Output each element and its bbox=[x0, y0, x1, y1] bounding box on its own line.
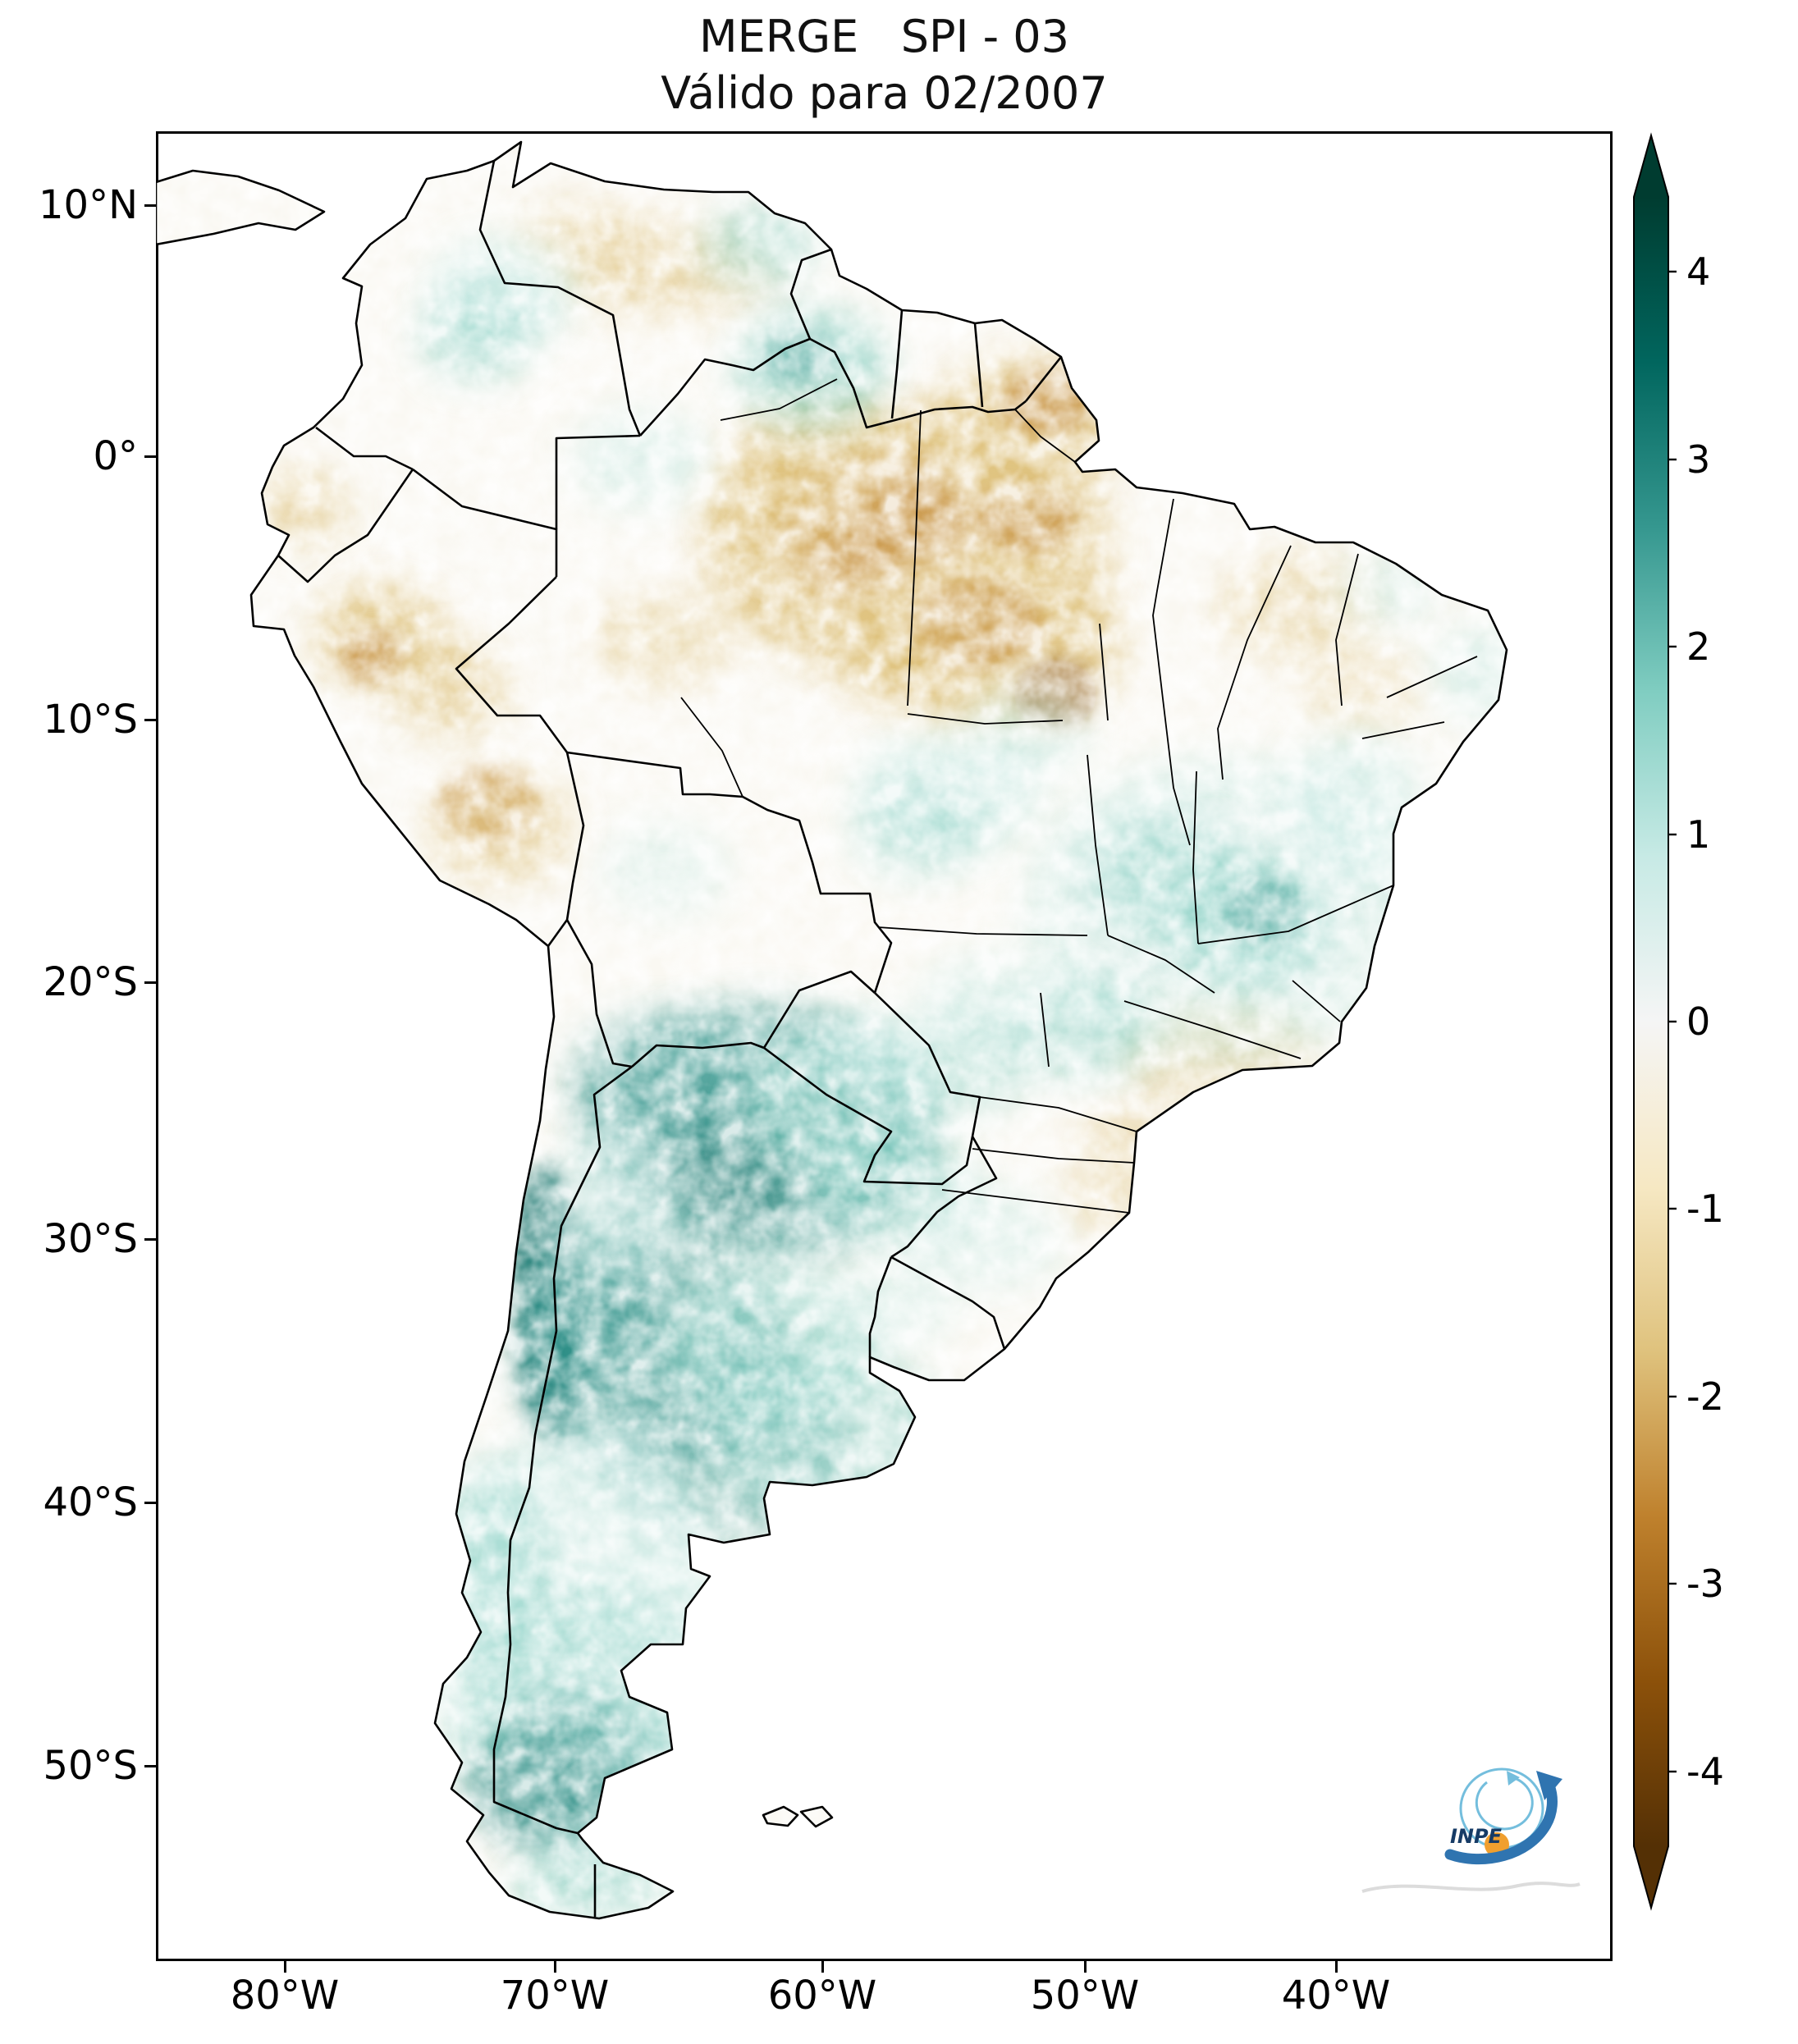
logo-inner-swirl bbox=[1475, 1776, 1534, 1831]
logo-text: INPE bbox=[1450, 1825, 1503, 1848]
cbtick-3: 3 bbox=[1686, 437, 1710, 482]
cbtick-4: 4 bbox=[1686, 249, 1710, 294]
colorbar-extend-bottom bbox=[1634, 1846, 1668, 1908]
ytickmark bbox=[144, 1765, 156, 1767]
ytick-0: 0° bbox=[93, 433, 138, 479]
xtick-60w: 60°W bbox=[767, 1973, 877, 2019]
xtickmark bbox=[821, 1961, 824, 1973]
xtickmark bbox=[1084, 1961, 1087, 1973]
ytick-20s: 20°S bbox=[43, 959, 138, 1005]
ytickmark bbox=[144, 719, 156, 721]
cbtick-m1: -1 bbox=[1686, 1187, 1724, 1231]
colorbar-outline bbox=[1633, 132, 1669, 1911]
logo-arrow bbox=[1444, 1780, 1558, 1865]
ytick-50s: 50°S bbox=[43, 1743, 138, 1789]
cbtick-0: 0 bbox=[1686, 999, 1710, 1044]
title-line-1: MERGE SPI - 03 bbox=[699, 11, 1069, 62]
ytickmark bbox=[144, 981, 156, 984]
spi-color-field bbox=[156, 142, 1507, 1918]
xtickmark bbox=[1335, 1961, 1338, 1973]
colorbar: 4 3 2 1 0 -1 -2 -3 -4 bbox=[1633, 132, 1724, 1911]
cbtick-m3: -3 bbox=[1686, 1562, 1724, 1606]
colorbar-tick-labels: 4 3 2 1 0 -1 -2 -3 -4 bbox=[1686, 249, 1724, 1794]
xtickmark bbox=[284, 1961, 286, 1973]
cbtick-1: 1 bbox=[1686, 812, 1710, 857]
ytick-30s: 30°S bbox=[43, 1216, 138, 1262]
ytickmark bbox=[144, 1502, 156, 1504]
signature-squiggle bbox=[1361, 1882, 1581, 1893]
cbtick-m4: -4 bbox=[1686, 1749, 1724, 1794]
colorbar-extend-top bbox=[1634, 135, 1668, 197]
ytickmark bbox=[144, 455, 156, 458]
colorbar-gradient bbox=[1634, 197, 1668, 1846]
xtick-70w: 70°W bbox=[500, 1973, 610, 2019]
xtick-50w: 50°W bbox=[1030, 1973, 1140, 2019]
xtick-80w: 80°W bbox=[230, 1973, 340, 2019]
ytick-10n: 10°N bbox=[39, 182, 138, 228]
ytick-40s: 40°S bbox=[43, 1479, 138, 1525]
ytickmark bbox=[144, 1238, 156, 1241]
state-borders bbox=[680, 378, 1478, 1214]
inpe-logo: INPE bbox=[1444, 1767, 1562, 1865]
xtickmark bbox=[554, 1961, 556, 1973]
title-line-2: Válido para 02/2007 bbox=[661, 67, 1108, 120]
colorbar-tickmarks bbox=[1668, 270, 1677, 1773]
logo-swirl-arrowhead bbox=[1507, 1771, 1520, 1786]
xtick-40w: 40°W bbox=[1281, 1973, 1391, 2019]
figure-title: MERGE SPI - 03 Válido para 02/2007 bbox=[156, 8, 1613, 121]
ytick-10s: 10°S bbox=[43, 697, 138, 743]
cbtick-2: 2 bbox=[1686, 624, 1710, 669]
map-canvas bbox=[156, 140, 1581, 1920]
cbtick-m2: -2 bbox=[1686, 1374, 1724, 1419]
ytickmark bbox=[144, 204, 156, 207]
logo-arrowhead bbox=[1536, 1771, 1562, 1800]
